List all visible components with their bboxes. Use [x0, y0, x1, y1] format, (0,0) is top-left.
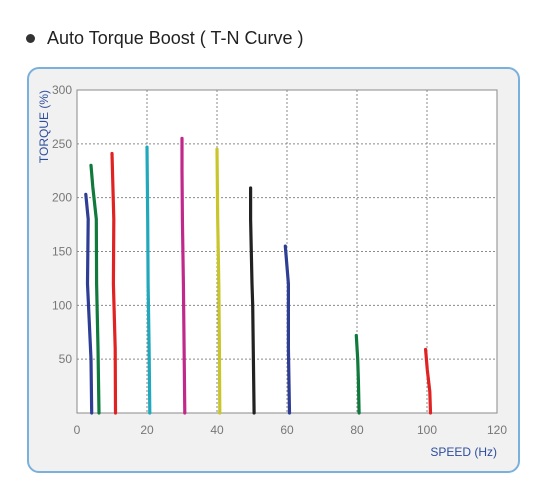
series-curve [249, 186, 256, 415]
x-tick-label: 0 [74, 423, 81, 437]
bullet-icon [26, 34, 35, 43]
x-tick-label: 80 [350, 423, 364, 437]
series-curve [84, 192, 94, 415]
series-curve [110, 151, 118, 415]
y-tick-label: 100 [52, 298, 72, 312]
series-curve [180, 136, 187, 415]
x-tick-label: 60 [280, 423, 294, 437]
x-tick-label: 120 [487, 423, 507, 437]
x-tick-label: 20 [140, 423, 154, 437]
y-tick-label: 150 [52, 245, 72, 259]
series-curve [354, 333, 361, 415]
plot-border [76, 89, 498, 414]
series-curve [145, 145, 152, 415]
x-tick-label: 40 [210, 423, 224, 437]
y-tick-label: 50 [59, 352, 73, 366]
section-heading: Auto Torque Boost ( T-N Curve ) [26, 28, 303, 49]
series-curve [283, 244, 292, 415]
x-axis-label: SPEED (Hz) [430, 445, 497, 459]
series-curve [215, 147, 222, 415]
y-axis-label: TORQUE (%) [37, 90, 51, 163]
y-tick-label: 250 [52, 137, 72, 151]
y-tick-label: 300 [52, 83, 72, 97]
y-tick-label: 200 [52, 191, 72, 205]
series-curve [89, 163, 101, 415]
x-tick-label: 100 [417, 423, 437, 437]
series-curve [424, 347, 433, 415]
section-title: Auto Torque Boost ( T-N Curve ) [47, 28, 304, 48]
